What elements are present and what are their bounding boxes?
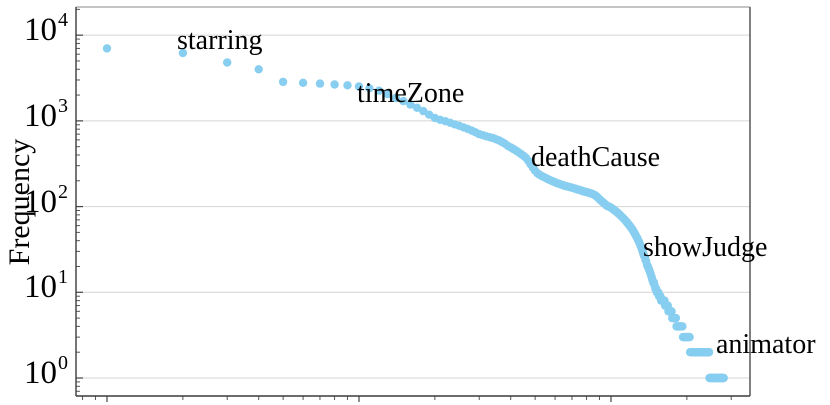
data-point	[719, 373, 728, 383]
y-tick-exponent: 2	[58, 180, 68, 203]
y-tick-label: 102	[0, 182, 68, 220]
annotation-deathCause: deathCause	[531, 142, 661, 173]
y-tick-exponent: 4	[58, 9, 68, 32]
annotation-starring: starring	[177, 25, 263, 56]
y-tick-base: 10	[24, 355, 57, 391]
data-point	[678, 322, 687, 331]
data-point	[330, 80, 339, 89]
data-point	[374, 86, 384, 95]
y-tick-label: 101	[0, 267, 68, 306]
annotation-showJudge: showJudge	[643, 232, 768, 263]
data-point	[178, 48, 188, 58]
data-point	[671, 313, 681, 323]
data-point	[343, 81, 352, 90]
y-tick-base: 10	[24, 97, 57, 134]
y-tick-label: 103	[0, 96, 68, 134]
y-tick-base: 10	[24, 12, 57, 49]
y-tick-base: 10	[24, 269, 57, 306]
data-point	[278, 77, 288, 87]
data-point	[254, 65, 263, 74]
data-point	[391, 93, 400, 103]
data-point	[667, 307, 676, 316]
data-point	[685, 332, 694, 342]
y-tick-exponent: 1	[58, 266, 68, 289]
annotation-animator: animator	[716, 329, 816, 360]
y-tick-exponent: 0	[58, 352, 68, 374]
y-tick-base: 10	[24, 183, 57, 220]
annotation-timeZone: timeZone	[357, 78, 465, 109]
data-point	[354, 82, 364, 91]
data-point	[412, 103, 422, 113]
data-point	[704, 348, 714, 357]
data-point	[399, 96, 408, 106]
y-tick-label: 104	[0, 10, 68, 49]
data-point	[383, 89, 392, 99]
data-point	[365, 84, 374, 93]
y-tick-label: 100	[0, 353, 68, 391]
data-point	[315, 79, 325, 88]
y-tick-exponent: 3	[58, 94, 68, 117]
data-point	[223, 58, 232, 67]
data-point	[102, 44, 112, 53]
data-point	[406, 100, 415, 109]
data-point	[298, 78, 308, 88]
